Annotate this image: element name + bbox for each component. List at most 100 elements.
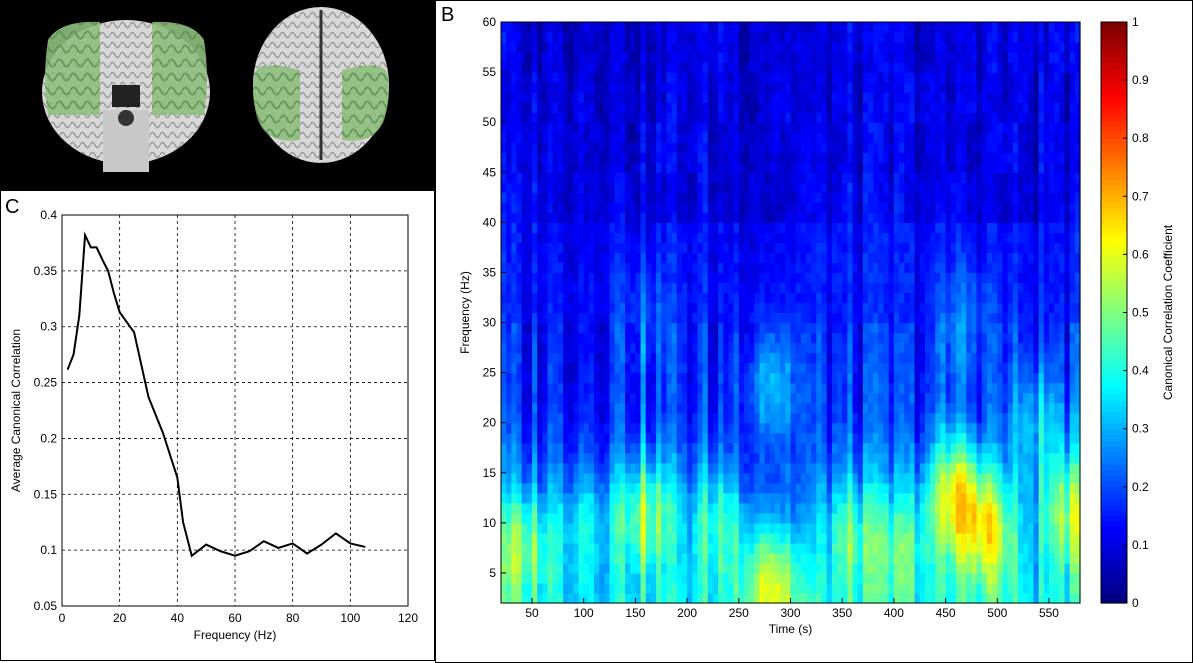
heatmap-cell bbox=[893, 452, 900, 464]
heatmap-cell bbox=[914, 552, 921, 564]
heatmap-cell bbox=[909, 412, 916, 424]
heatmap-cell bbox=[712, 32, 719, 43]
heatmap-cell bbox=[811, 62, 817, 73]
heatmap-cell bbox=[899, 102, 905, 113]
heatmap-cell bbox=[728, 312, 735, 324]
heatmap-cell bbox=[857, 352, 864, 364]
heatmap-cell bbox=[806, 442, 812, 454]
heatmap-cell bbox=[676, 582, 683, 594]
heatmap-cell bbox=[754, 262, 761, 274]
heatmap-cell bbox=[780, 192, 786, 203]
y-tick-label: 0.4 bbox=[40, 208, 57, 222]
heatmap-cell bbox=[645, 132, 652, 143]
heatmap-cell bbox=[594, 192, 600, 203]
heatmap-cell bbox=[661, 132, 668, 143]
heatmap-cell bbox=[826, 462, 833, 474]
heatmap-cell bbox=[924, 342, 931, 354]
heatmap-cell bbox=[697, 92, 704, 103]
heatmap-cell bbox=[826, 192, 833, 203]
heatmap-cell bbox=[795, 62, 802, 73]
heatmap-cell bbox=[862, 432, 869, 444]
heatmap-cell bbox=[681, 182, 688, 193]
heatmap-cell bbox=[930, 92, 936, 103]
heatmap-cell bbox=[501, 462, 507, 474]
heatmap-cell bbox=[924, 272, 931, 284]
heatmap-cell bbox=[930, 542, 936, 554]
heatmap-cell bbox=[630, 342, 637, 354]
heatmap-cell bbox=[588, 112, 595, 123]
heatmap-cell bbox=[594, 262, 600, 274]
heatmap-cell bbox=[749, 592, 755, 604]
heatmap-cell bbox=[924, 312, 931, 324]
heatmap-cell bbox=[826, 152, 833, 163]
heatmap-cell bbox=[645, 482, 652, 494]
heatmap-cell bbox=[578, 212, 585, 223]
heatmap-cell bbox=[924, 362, 931, 374]
heatmap-cell bbox=[904, 82, 911, 93]
heatmap-cell bbox=[578, 92, 585, 103]
heatmap-cell bbox=[645, 172, 652, 183]
heatmap-cell bbox=[568, 172, 574, 183]
heatmap-cell bbox=[930, 332, 936, 344]
heatmap-cell bbox=[588, 462, 595, 474]
heatmap-cell bbox=[635, 462, 642, 474]
heatmap-cell bbox=[723, 492, 730, 504]
heatmap-cell bbox=[687, 182, 693, 193]
heatmap-cell bbox=[878, 132, 885, 143]
heatmap-cell bbox=[800, 192, 807, 203]
heatmap-cell bbox=[826, 412, 833, 424]
heatmap-cell bbox=[619, 452, 626, 464]
heatmap-cell bbox=[800, 592, 807, 604]
heatmap-cell bbox=[645, 282, 652, 294]
heatmap-cell bbox=[635, 232, 642, 243]
heatmap-cell bbox=[919, 52, 926, 63]
heatmap-cell bbox=[723, 462, 730, 474]
x-tick-label: 0 bbox=[59, 611, 66, 625]
heatmap-cell bbox=[588, 312, 595, 324]
heatmap-cell bbox=[666, 52, 673, 63]
heatmap-cell bbox=[521, 112, 528, 123]
heatmap-cell bbox=[619, 162, 626, 173]
heatmap-cell bbox=[547, 542, 554, 554]
heatmap-cell bbox=[842, 22, 848, 33]
heatmap-cell bbox=[852, 422, 859, 434]
heatmap-cell bbox=[526, 492, 533, 504]
heatmap-cell bbox=[930, 192, 936, 203]
heatmap-cell bbox=[826, 72, 833, 83]
heatmap-cell bbox=[656, 22, 662, 33]
heatmap-cell bbox=[687, 102, 693, 113]
heatmap-cell bbox=[609, 592, 616, 604]
heatmap-cell bbox=[847, 232, 854, 243]
heatmap-cell bbox=[728, 72, 735, 83]
heatmap-cell bbox=[661, 302, 668, 314]
heatmap-cell bbox=[754, 382, 761, 394]
heatmap-cell bbox=[635, 482, 642, 494]
heatmap-cell bbox=[749, 552, 755, 564]
heatmap-cell bbox=[614, 142, 621, 153]
heatmap-cell bbox=[588, 252, 595, 264]
heatmap-cell bbox=[583, 282, 590, 294]
heatmap-cell bbox=[816, 532, 823, 544]
heatmap-cell bbox=[532, 512, 538, 524]
heatmap-cell bbox=[697, 492, 704, 504]
heatmap-cell bbox=[723, 132, 730, 143]
heatmap-cell bbox=[511, 302, 518, 314]
heatmap-cell bbox=[604, 292, 611, 304]
heatmap-cell bbox=[526, 462, 533, 474]
heatmap-cell bbox=[552, 502, 559, 514]
heatmap-cell bbox=[909, 122, 916, 133]
heatmap-cell bbox=[842, 242, 848, 253]
heatmap-cell bbox=[687, 252, 693, 264]
heatmap-cell bbox=[826, 92, 833, 103]
heatmap-cell bbox=[935, 332, 942, 344]
heatmap-cell bbox=[552, 172, 559, 183]
heatmap-cell bbox=[795, 542, 802, 554]
heatmap-cell bbox=[919, 182, 926, 193]
heatmap-cell bbox=[780, 432, 786, 444]
heatmap-cell bbox=[537, 322, 543, 334]
heatmap-cell bbox=[821, 262, 828, 274]
heatmap-cell bbox=[681, 232, 688, 243]
heatmap-cell bbox=[609, 182, 616, 193]
heatmap-cell bbox=[588, 422, 595, 434]
heatmap-cell bbox=[738, 192, 745, 203]
